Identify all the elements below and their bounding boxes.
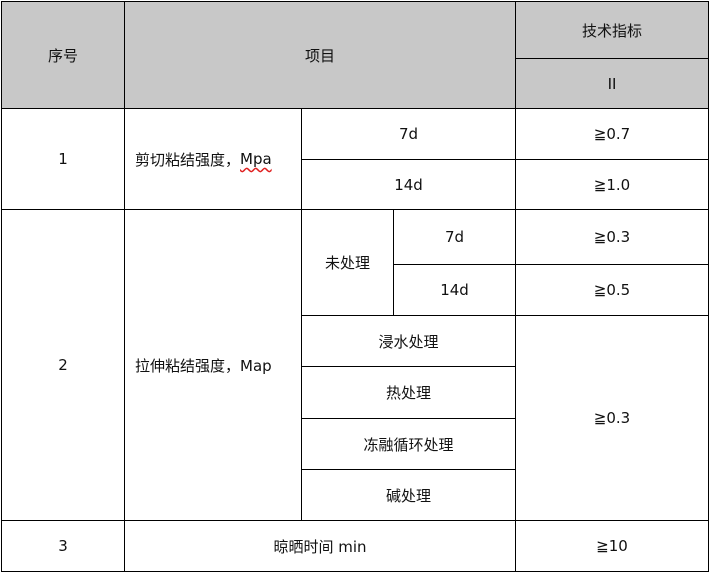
row2-untreated-14d-value: ≧0.5 [515,264,709,316]
row2-seq: 2 [1,209,125,521]
row2-treatment-freeze-thaw: 冻融循环处理 [301,418,516,470]
row1-seq: 1 [1,108,125,210]
header-seq: 序号 [1,1,125,109]
row2-untreated: 未处理 [301,209,394,316]
row2-treatments-value: ≧0.3 [515,315,709,521]
row2-untreated-7d: 7d [393,209,516,265]
header-item: 项目 [124,1,516,109]
row2-treatment-water: 浸水处理 [301,315,516,367]
row2-untreated-7d-value: ≧0.3 [515,209,709,265]
row2-treatment-alkali: 碱处理 [301,469,516,521]
row1-item: 剪切粘结强度， Mpa [124,108,302,210]
row3-seq: 3 [1,520,125,572]
row1-unit: Mpa [240,150,272,168]
row1-item-label: 剪切粘结强度， [135,150,241,169]
header-tech: 技术指标 [515,1,709,59]
row2-item: 拉伸粘结强度，Map [124,209,302,521]
row1-sub1-label: 7d [301,108,516,160]
row3-item: 晾晒时间 min [124,520,516,572]
row1-sub2-label: 14d [301,159,516,210]
header-grade: II [515,58,709,109]
row3-value: ≧10 [515,520,709,572]
row2-untreated-14d: 14d [393,264,516,316]
row2-treatment-heat: 热处理 [301,366,516,419]
row1-sub1-value: ≧0.7 [515,108,709,160]
row1-sub2-value: ≧1.0 [515,159,709,210]
